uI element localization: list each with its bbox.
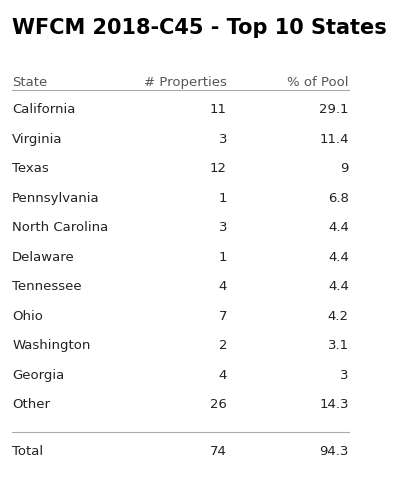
Text: Texas: Texas xyxy=(12,162,49,175)
Text: 4.2: 4.2 xyxy=(328,310,349,323)
Text: 4.4: 4.4 xyxy=(328,221,349,234)
Text: 7: 7 xyxy=(218,310,227,323)
Text: 4.4: 4.4 xyxy=(328,251,349,264)
Text: 29.1: 29.1 xyxy=(319,103,349,116)
Text: Tennessee: Tennessee xyxy=(12,281,82,293)
Text: 2: 2 xyxy=(218,339,227,353)
Text: 4.4: 4.4 xyxy=(328,281,349,293)
Text: 74: 74 xyxy=(210,446,227,458)
Text: 6.8: 6.8 xyxy=(328,192,349,205)
Text: 3: 3 xyxy=(340,369,349,382)
Text: 1: 1 xyxy=(218,251,227,264)
Text: Washington: Washington xyxy=(12,339,91,353)
Text: Other: Other xyxy=(12,398,50,412)
Text: 11.4: 11.4 xyxy=(319,132,349,146)
Text: 3: 3 xyxy=(218,132,227,146)
Text: 4: 4 xyxy=(219,281,227,293)
Text: WFCM 2018-C45 - Top 10 States: WFCM 2018-C45 - Top 10 States xyxy=(12,19,387,38)
Text: 9: 9 xyxy=(341,162,349,175)
Text: California: California xyxy=(12,103,76,116)
Text: Virginia: Virginia xyxy=(12,132,63,146)
Text: 3.1: 3.1 xyxy=(328,339,349,353)
Text: 26: 26 xyxy=(210,398,227,412)
Text: Georgia: Georgia xyxy=(12,369,64,382)
Text: 94.3: 94.3 xyxy=(320,446,349,458)
Text: State: State xyxy=(12,76,47,90)
Text: North Carolina: North Carolina xyxy=(12,221,108,234)
Text: Delaware: Delaware xyxy=(12,251,75,264)
Text: Pennsylvania: Pennsylvania xyxy=(12,192,100,205)
Text: Ohio: Ohio xyxy=(12,310,43,323)
Text: 4: 4 xyxy=(219,369,227,382)
Text: 11: 11 xyxy=(210,103,227,116)
Text: # Properties: # Properties xyxy=(144,76,227,90)
Text: 12: 12 xyxy=(210,162,227,175)
Text: 3: 3 xyxy=(218,221,227,234)
Text: 1: 1 xyxy=(218,192,227,205)
Text: Total: Total xyxy=(12,446,43,458)
Text: 14.3: 14.3 xyxy=(319,398,349,412)
Text: % of Pool: % of Pool xyxy=(287,76,349,90)
